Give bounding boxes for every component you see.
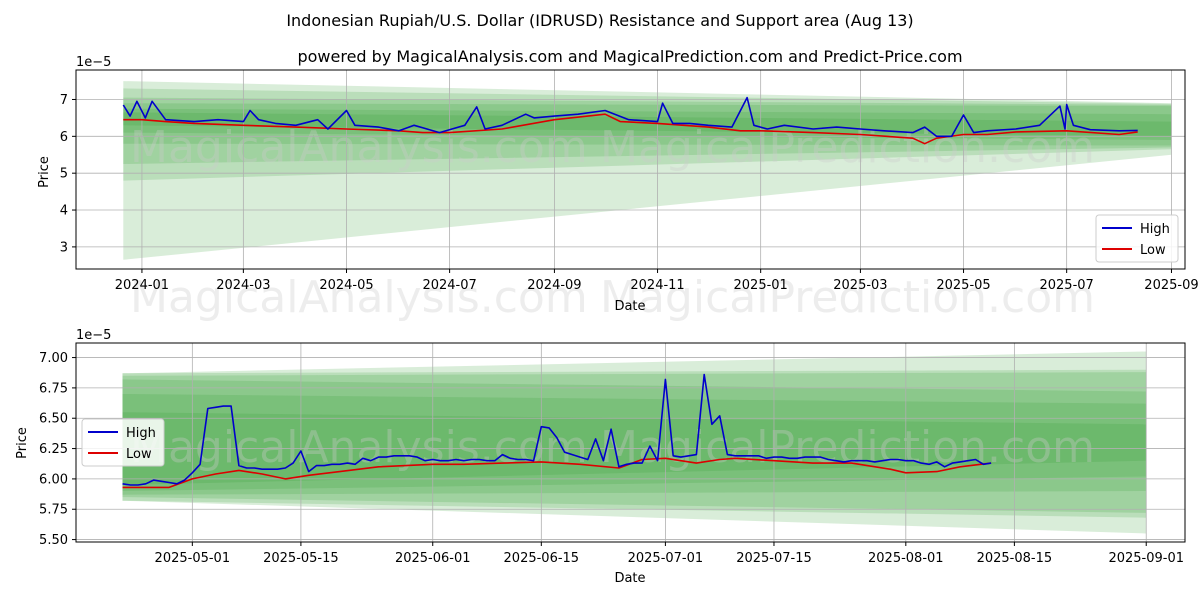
upper-y-tick-label: 3 [60,240,68,255]
watermark-2: MagicalPrediction.com [600,122,1095,173]
upper-y-tick-label: 7 [60,93,68,108]
chart-title: Indonesian Rupiah/U.S. Dollar (IDRUSD) R… [286,11,913,30]
upper-grid [76,70,1185,269]
lower-plot-frame [75,342,1186,543]
upper-x-tick-label: 2025-07 [1039,278,1093,293]
upper-x-tick-label: 2025-05 [936,278,990,293]
lower-x-tick-label: 2025-05-15 [263,551,339,566]
lower-x-tick-label: 2025-08-01 [868,551,944,566]
lower-y-axis-label: Price [15,427,30,459]
lower-band-4 [122,379,1147,495]
lower-y-tick-label: 5.50 [39,533,68,548]
lower-legend: High Low [81,418,165,467]
lower-low-series-line [122,457,992,489]
lower-x-tick-label: 2025-09-01 [1108,551,1184,566]
upper-x-tick-label: 2025-03 [833,278,887,293]
lower-series-layer [122,373,992,489]
upper-plot-frame [75,69,1186,270]
upper-x-ticks: 2024-01 2024-03 2024-05 2024-07 2024-09 2024-… [115,269,1199,293]
upper-x-axis-label: Date [614,299,645,314]
lower-legend-box [81,418,165,467]
lower-band-1 [122,351,1147,534]
lower-legend-low-label: Low [126,447,152,462]
upper-y-tick-label: 5 [60,167,68,182]
lower-y-tick-label: 6.75 [39,381,68,396]
upper-x-tick-label: 2024-03 [216,278,270,293]
upper-y-axis-label: Price [37,156,52,188]
upper-x-tick-label: 2024-11 [630,278,684,293]
upper-legend: High Low [1095,214,1179,263]
upper-x-tick-label: 2025-01 [734,278,788,293]
upper-y-tick-label: 6 [60,130,68,145]
lower-band-2 [122,369,1147,518]
lower-high-series-line [122,373,992,486]
chart-subtitle: powered by MagicalAnalysis.com and Magic… [297,47,962,66]
lower-y-tick-label: 6.00 [39,472,68,487]
lower-chart-panel: MagicalAnalysis.com MagicalPrediction.co… [15,328,1186,586]
lower-y-tick-label: 6.50 [39,412,68,427]
lower-x-tick-label: 2025-05-01 [155,551,231,566]
upper-band-1 [123,81,1172,260]
upper-x-tick-label: 2024-05 [319,278,373,293]
upper-x-tick-label: 2024-09 [527,278,581,293]
lower-x-tick-label: 2025-06-01 [395,551,471,566]
upper-scale-label: 1e−5 [76,55,111,70]
upper-band-4 [123,103,1172,146]
lower-x-ticks: 2025-05-01 2025-05-15 2025-06-01 2025-06-15… [155,542,1184,566]
upper-x-tick-label: 2025-09 [1144,278,1198,293]
watermark-6: MagicalPrediction.com [600,422,1095,473]
lower-y-ticks: 5.50 5.75 6.00 6.25 6.50 6.75 7.00 [39,351,76,548]
lower-x-axis-label: Date [614,571,645,586]
watermark-3: MagicalAnalysis.com [130,272,588,323]
lower-x-tick-label: 2025-08-15 [977,551,1053,566]
lower-y-tick-label: 5.75 [39,503,68,518]
upper-band-3 [123,97,1172,164]
lower-x-tick-label: 2025-06-15 [504,551,580,566]
lower-band-3 [122,372,1147,513]
upper-series-layer [122,96,1138,145]
lower-y-tick-label: 6.25 [39,442,68,457]
lower-grid [76,343,1185,542]
upper-chart-panel: MagicalAnalysis.com MagicalPrediction.co… [37,55,1199,323]
lower-legend-high-label: High [126,426,156,441]
upper-y-tick-label: 4 [60,204,68,219]
upper-band-layer [123,81,1172,260]
lower-x-tick-label: 2025-07-15 [736,551,812,566]
upper-x-tick-label: 2024-07 [422,278,476,293]
upper-y-ticks: 3 4 5 6 7 [60,93,76,255]
upper-band-2 [123,88,1172,181]
upper-high-series-line [122,96,1138,138]
upper-low-series-line [123,113,1138,145]
watermark-5: MagicalAnalysis.com [130,422,588,473]
upper-band-6 [123,112,1172,137]
upper-legend-low-label: Low [1140,243,1166,258]
upper-legend-box [1095,214,1179,263]
lower-x-tick-label: 2025-07-01 [628,551,704,566]
watermark-1: MagicalAnalysis.com [130,122,588,173]
lower-scale-label: 1e−5 [76,328,111,343]
upper-x-tick-label: 2024-01 [115,278,169,293]
watermark-4: MagicalPrediction.com [600,272,1095,323]
lower-y-tick-label: 7.00 [39,351,68,366]
upper-legend-high-label: High [1140,222,1170,237]
